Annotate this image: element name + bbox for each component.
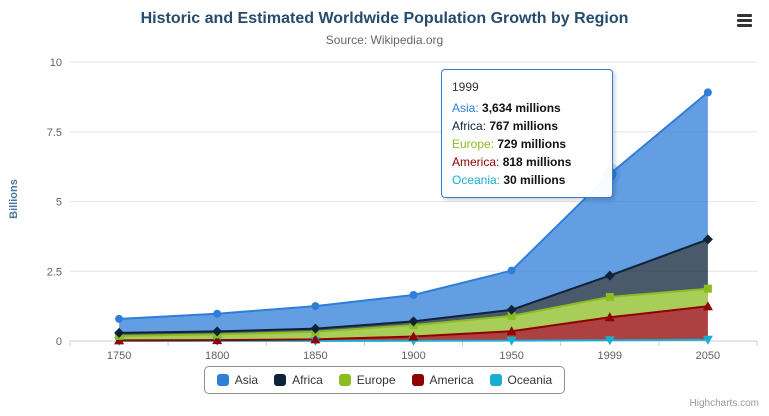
tooltip-row-asia: Asia: 3,634 millions xyxy=(452,99,602,117)
legend-item-america[interactable]: America xyxy=(411,373,474,387)
point-marker-asia-2050[interactable] xyxy=(703,88,712,97)
legend-label: Europe xyxy=(356,373,396,387)
legend-item-asia[interactable]: Asia xyxy=(216,373,259,387)
legend-item-africa[interactable]: Africa xyxy=(274,373,323,387)
legend-label: Oceania xyxy=(507,373,553,387)
y-axis-tick-label: 2.5 xyxy=(47,266,62,278)
point-marker-asia-1800[interactable] xyxy=(213,309,222,318)
legend-box: Asia Africa Europe America Oceania xyxy=(203,366,566,394)
point-marker-asia-1900[interactable] xyxy=(409,291,418,299)
tooltip-series-value: 3,634 millions xyxy=(482,101,561,115)
y-axis-tick-label: 7.5 xyxy=(47,127,62,139)
tooltip-row-europe: Europe: 729 millions xyxy=(452,135,602,153)
chart-title: Historic and Estimated Worldwide Populat… xyxy=(140,10,629,27)
tooltip-series-value: 729 millions xyxy=(497,137,567,151)
point-marker-america-1900[interactable] xyxy=(408,331,419,341)
legend-label: Asia xyxy=(234,373,259,387)
y-axis-tick-label: 5 xyxy=(56,197,62,209)
x-axis-tick-label: 1950 xyxy=(499,350,523,362)
x-axis-tick-label: 1900 xyxy=(401,350,425,362)
legend-label: America xyxy=(429,373,474,387)
tooltip-row-america: America: 818 millions xyxy=(452,153,602,171)
legend: Asia Africa Europe America Oceania xyxy=(0,366,769,394)
tooltip-rows: Asia: 3,634 millions Africa: 767 millions… xyxy=(452,99,602,189)
point-marker-asia-1750[interactable] xyxy=(115,314,124,323)
legend-label: Africa xyxy=(292,373,323,387)
point-marker-africa-1900[interactable] xyxy=(408,316,419,327)
series-area-america[interactable] xyxy=(119,306,708,341)
series-area-africa[interactable] xyxy=(119,239,708,336)
tooltip-row-africa: Africa: 767 millions xyxy=(452,117,602,135)
credits-link[interactable]: Highcharts.com xyxy=(689,398,759,409)
point-marker-africa-1850[interactable] xyxy=(310,323,321,334)
tooltip-series-name: Africa: xyxy=(452,119,490,133)
legend-swatch-america xyxy=(411,374,424,386)
point-marker-america-1800[interactable] xyxy=(212,335,223,345)
legend-swatch-oceania xyxy=(489,374,502,386)
x-axis-tick-label: 1850 xyxy=(303,350,327,362)
tooltip-row-oceania: Oceania: 30 millions xyxy=(452,171,602,189)
point-marker-africa-1999[interactable] xyxy=(604,270,615,281)
x-axis-tick-label: 1800 xyxy=(205,350,229,362)
chart-subtitle: Source: Wikipedia.org xyxy=(325,33,444,47)
tooltip: 1999 Asia: 3,634 millions Africa: 767 mil… xyxy=(441,69,613,198)
point-marker-europe-2050[interactable] xyxy=(703,284,712,293)
x-axis-tick-label: 2050 xyxy=(696,350,720,362)
legend-swatch-europe xyxy=(338,374,351,386)
legend-swatch-asia xyxy=(216,374,229,386)
point-marker-africa-2050[interactable] xyxy=(702,234,713,245)
point-marker-america-1950[interactable] xyxy=(506,326,517,336)
legend-item-europe[interactable]: Europe xyxy=(338,373,396,387)
point-marker-oceania-1999[interactable] xyxy=(604,336,615,346)
y-axis-tick-label: 0 xyxy=(56,336,62,348)
tooltip-series-name: Oceania: xyxy=(452,173,504,187)
point-marker-asia-1850[interactable] xyxy=(311,302,320,311)
x-axis-tick-label: 1750 xyxy=(107,350,131,362)
tooltip-series-name: America: xyxy=(452,155,503,169)
point-marker-america-2050[interactable] xyxy=(702,301,713,311)
point-marker-africa-1950[interactable] xyxy=(506,304,517,315)
x-axis-tick-label: 1999 xyxy=(598,350,622,362)
point-marker-europe-1950[interactable] xyxy=(507,311,516,320)
tooltip-series-name: Europe: xyxy=(452,137,498,151)
point-marker-america-1850[interactable] xyxy=(310,334,321,344)
y-axis-tick-label: 10 xyxy=(50,57,62,69)
legend-swatch-africa xyxy=(274,374,287,386)
point-marker-africa-1750[interactable] xyxy=(114,327,125,338)
tooltip-series-value: 767 millions xyxy=(489,119,559,133)
hamburger-menu-icon xyxy=(735,13,753,27)
point-marker-america-1999[interactable] xyxy=(604,312,615,322)
tooltip-header: 1999 xyxy=(452,80,479,94)
point-marker-oceania-1950[interactable] xyxy=(506,336,517,346)
point-marker-europe-1999[interactable] xyxy=(605,293,614,301)
export-menu-button[interactable] xyxy=(731,8,757,32)
legend-item-oceania[interactable]: Oceania xyxy=(489,373,553,387)
tooltip-series-value: 30 millions xyxy=(503,173,566,187)
point-marker-africa-1800[interactable] xyxy=(212,326,223,337)
point-marker-asia-1950[interactable] xyxy=(507,266,516,275)
series-area-asia[interactable] xyxy=(119,92,708,333)
y-axis-title: Billions xyxy=(8,179,20,219)
tooltip-series-name: Asia: xyxy=(452,101,483,115)
point-marker-oceania-2050[interactable] xyxy=(702,335,713,345)
tooltip-series-value: 818 millions xyxy=(502,155,572,169)
